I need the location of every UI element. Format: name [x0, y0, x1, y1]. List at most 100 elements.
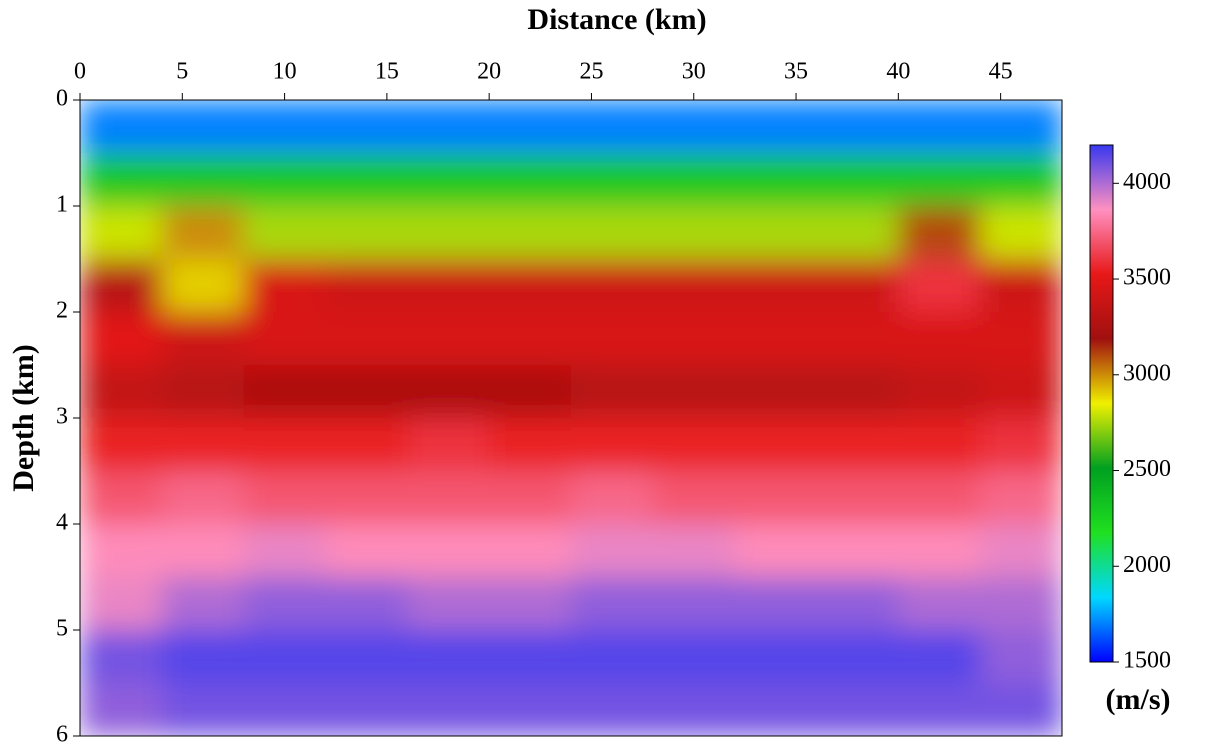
heatmap-cell — [652, 630, 736, 684]
heatmap-cell — [161, 153, 245, 207]
colorbar — [1089, 144, 1114, 663]
heatmap-cell — [816, 524, 899, 578]
colorbar-tick-label: 3500 — [1123, 265, 1171, 291]
heatmap-cell — [571, 471, 654, 525]
heatmap-cell — [80, 153, 163, 207]
heatmap-cell — [980, 153, 1062, 207]
heatmap-cell — [489, 206, 572, 260]
heatmap-cell — [489, 683, 572, 736]
colorbar-tick-label: 2000 — [1123, 552, 1171, 578]
heatmap-cell — [243, 365, 326, 419]
heatmap-cell — [571, 259, 654, 313]
heatmap-cell — [898, 100, 981, 154]
heatmap-cell — [898, 418, 981, 472]
heatmap-cell — [816, 100, 899, 154]
heatmap-cell — [734, 259, 817, 313]
heatmap-cell — [734, 577, 817, 631]
heatmap-cell — [571, 577, 654, 631]
heatmap-cell — [407, 259, 490, 313]
y-axis-label: Depth (km) — [7, 344, 40, 492]
heatmap-cell — [325, 153, 408, 207]
heatmap-cell — [407, 418, 490, 472]
heatmap-cell — [816, 153, 899, 207]
heatmap-cell — [407, 100, 490, 154]
heatmap-cell — [652, 683, 736, 736]
heatmap-cell — [652, 312, 736, 366]
heatmap-cell — [734, 683, 817, 736]
heatmap-cell — [734, 630, 817, 684]
heatmap-cell — [816, 206, 899, 260]
heatmap-cell — [489, 365, 572, 419]
heatmap-cell — [980, 683, 1062, 736]
heatmap-cell — [407, 577, 490, 631]
heatmap-cell — [652, 577, 736, 631]
heatmap-cell — [325, 630, 408, 684]
heatmap-cell — [734, 153, 817, 207]
heatmap-cell — [980, 259, 1062, 313]
heatmap-cell — [407, 312, 490, 366]
heatmap-cell — [243, 153, 326, 207]
heatmap-cell — [325, 100, 408, 154]
heatmap-cell — [161, 365, 245, 419]
heatmap-cell — [243, 206, 326, 260]
heatmap-cell — [243, 471, 326, 525]
heatmap-cell — [325, 471, 408, 525]
y-tick-label: 3 — [56, 404, 68, 430]
heatmap-cell — [816, 577, 899, 631]
heatmap-cell — [734, 418, 817, 472]
heatmap-cell — [898, 577, 981, 631]
heatmap-cell — [898, 524, 981, 578]
heatmap-cell — [898, 153, 981, 207]
heatmap-cell — [80, 524, 163, 578]
x-tick-label: 0 — [74, 59, 86, 85]
heatmap-cell — [898, 259, 981, 313]
heatmap-cell — [571, 524, 654, 578]
heatmap-cell — [489, 524, 572, 578]
heatmap-cell — [407, 683, 490, 736]
heatmap-cell — [571, 100, 654, 154]
heatmap-cell — [243, 524, 326, 578]
heatmap-cell — [980, 365, 1062, 419]
heatmap-cell — [489, 153, 572, 207]
heatmap-cell — [407, 471, 490, 525]
heatmap-cell — [407, 524, 490, 578]
heatmap-cell — [407, 206, 490, 260]
heatmap-cell — [571, 206, 654, 260]
x-tick-label: 45 — [989, 59, 1013, 85]
x-tick-label: 20 — [477, 59, 501, 85]
heatmap-cell — [80, 418, 163, 472]
heatmap-cell — [489, 312, 572, 366]
x-axis-label: Distance (km) — [527, 3, 706, 36]
heatmap-cell — [980, 312, 1062, 366]
colorbar-tick-label: 1500 — [1123, 648, 1171, 674]
heatmap-cell — [652, 471, 736, 525]
heatmap-cell — [325, 524, 408, 578]
heatmap-cell — [571, 312, 654, 366]
heatmap-cell — [80, 100, 163, 154]
heatmap-cell — [980, 471, 1062, 525]
heatmap-cell — [407, 365, 490, 419]
heatmap-cell — [734, 206, 817, 260]
colorbar-label: (m/s) — [1106, 683, 1171, 716]
x-tick-label: 40 — [886, 59, 910, 85]
heatmap-cell — [80, 312, 163, 366]
heatmap-cell — [734, 524, 817, 578]
heatmap-cell — [571, 153, 654, 207]
heatmap-cell — [161, 630, 245, 684]
heatmap-cell — [652, 153, 736, 207]
heatmap-cell — [243, 418, 326, 472]
heatmap-cell — [734, 365, 817, 419]
y-tick-label: 4 — [56, 510, 68, 536]
heatmap-cell — [980, 577, 1062, 631]
heatmap-cell — [652, 365, 736, 419]
heatmap-cell — [325, 259, 408, 313]
heatmap-cell — [80, 683, 163, 736]
heatmap-cell — [571, 630, 654, 684]
heatmap-cell — [407, 153, 490, 207]
heatmap-cell — [898, 312, 981, 366]
heatmap-cell — [816, 683, 899, 736]
heatmap-cell — [161, 206, 245, 260]
heatmap-cell — [161, 577, 245, 631]
heatmap — [80, 100, 1062, 736]
